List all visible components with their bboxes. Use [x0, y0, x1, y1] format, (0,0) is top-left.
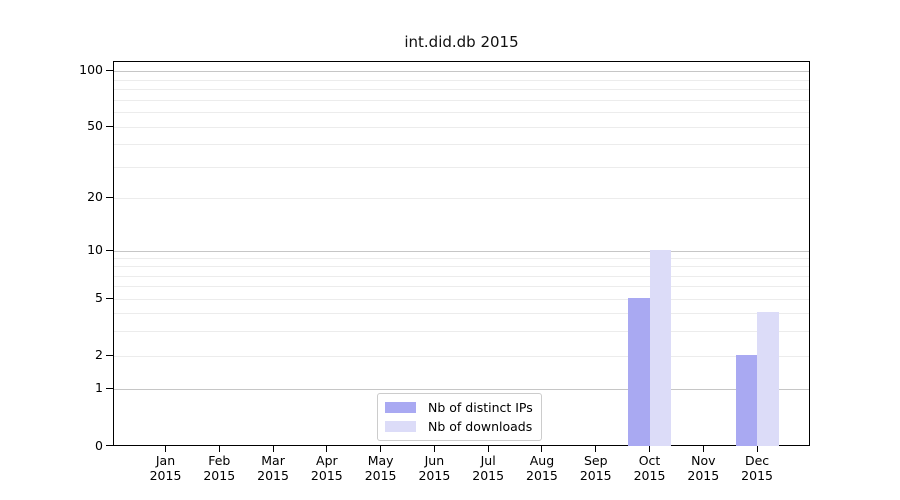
y-tick-label: 5	[95, 290, 103, 305]
y-tick-mark	[106, 445, 113, 446]
x-tick-mark	[595, 446, 597, 452]
minor-gridline	[114, 127, 809, 128]
y-tick-mark	[106, 387, 113, 389]
legend-label: Nb of distinct IPs	[428, 400, 533, 415]
x-tick-mark	[702, 446, 704, 452]
legend-entry: Nb of downloads	[385, 419, 533, 434]
x-tick-month: Aug	[529, 453, 555, 468]
x-tick-year: 2015	[687, 468, 720, 483]
x-tick-year: 2015	[310, 468, 343, 483]
legend-swatch-icon	[385, 421, 416, 432]
y-tick-mark	[106, 196, 113, 198]
x-tick-month: Mar	[261, 453, 285, 468]
x-tick-year: 2015	[203, 468, 236, 483]
x-tick-year: 2015	[579, 468, 612, 483]
y-tick-mark	[106, 69, 113, 71]
x-tick-mark	[272, 446, 274, 452]
x-tick-label-sep: Sep 2015	[566, 453, 626, 483]
y-tick-label: 10	[87, 242, 103, 257]
x-tick-year: 2015	[741, 468, 773, 483]
x-tick-month: Apr	[316, 453, 338, 468]
x-tick-label-nov: Nov 2015	[673, 453, 733, 483]
x-tick-month: Sep	[583, 453, 608, 468]
minor-gridline	[114, 99, 809, 101]
x-tick-mark	[218, 446, 220, 452]
legend: Nb of distinct IPs Nb of downloads	[377, 393, 542, 441]
minor-gridline	[114, 258, 809, 260]
x-tick-month: Oct	[638, 453, 661, 468]
x-tick-label-jul: Jul 2015	[458, 453, 518, 483]
y-tick-label: 20	[87, 189, 103, 204]
bar-distinct-ips-oct	[628, 298, 650, 446]
x-tick-year: 2015	[526, 468, 558, 483]
minor-gridline	[114, 144, 809, 146]
x-tick-year: 2015	[418, 468, 451, 483]
x-tick-mark	[433, 446, 435, 452]
bar-downloads-dec	[757, 311, 779, 446]
legend-swatch-icon	[385, 402, 416, 413]
x-tick-label-jan: Jan 2015	[136, 453, 196, 483]
x-tick-label-mar: Mar 2015	[243, 453, 303, 483]
x-tick-year: 2015	[364, 468, 397, 483]
x-tick-mark	[649, 446, 651, 452]
x-tick-label-oct: Oct 2015	[620, 453, 680, 483]
legend-label: Nb of downloads	[428, 419, 533, 434]
x-tick-year: 2015	[257, 468, 289, 483]
minor-gridline	[114, 112, 809, 114]
x-tick-mark	[380, 446, 382, 452]
x-tick-label-dec: Dec 2015	[727, 453, 787, 483]
y-tick-mark	[106, 125, 113, 127]
y-tick-label: 2	[95, 347, 103, 362]
y-tick-mark	[106, 249, 113, 251]
x-tick-month: Nov	[691, 453, 716, 468]
minor-gridline	[114, 299, 809, 300]
minor-gridline	[114, 330, 809, 332]
x-tick-month: Dec	[744, 453, 770, 468]
x-tick-year: 2015	[472, 468, 505, 483]
y-tick-label: 0	[95, 437, 103, 453]
x-tick-month: Jan	[155, 453, 176, 468]
major-gridline	[114, 251, 809, 252]
minor-gridline	[114, 266, 809, 268]
y-tick-label: 50	[87, 118, 103, 133]
y-tick-mark	[106, 297, 113, 299]
x-tick-month: Jul	[480, 453, 496, 468]
x-tick-month: May	[367, 453, 394, 468]
x-tick-year: 2015	[149, 468, 182, 483]
chart-title: int.did.db 2015	[404, 33, 519, 51]
major-gridline	[114, 71, 809, 72]
x-tick-month: Jun	[424, 453, 445, 468]
legend-entry: Nb of distinct IPs	[385, 400, 533, 415]
major-gridline	[114, 389, 809, 390]
x-tick-label-feb: Feb 2015	[189, 453, 249, 483]
x-tick-label-aug: Aug 2015	[512, 453, 572, 483]
x-tick-month: Feb	[208, 453, 231, 468]
minor-gridline	[114, 312, 809, 314]
minor-gridline	[114, 79, 809, 81]
x-tick-label-jun: Jun 2015	[404, 453, 464, 483]
y-tick-mark	[106, 354, 113, 356]
y-tick-label: 1	[95, 380, 103, 395]
minor-gridline	[114, 198, 809, 199]
x-tick-mark	[756, 446, 758, 452]
x-tick-mark	[165, 446, 166, 452]
x-tick-mark	[541, 446, 543, 452]
minor-gridline	[114, 166, 809, 168]
x-tick-label-apr: Apr 2015	[297, 453, 357, 483]
minor-gridline	[114, 286, 809, 288]
minor-gridline	[114, 275, 809, 277]
minor-gridline	[114, 356, 809, 357]
minor-gridline	[114, 89, 809, 91]
x-tick-year: 2015	[633, 468, 666, 483]
bar-distinct-ips-dec	[735, 355, 758, 446]
y-tick-label: 100	[79, 62, 103, 77]
x-tick-mark	[326, 446, 328, 452]
plot-area	[113, 61, 810, 446]
x-tick-mark	[487, 446, 489, 452]
x-tick-label-may: May 2015	[351, 453, 411, 483]
bar-downloads-oct	[649, 250, 672, 446]
